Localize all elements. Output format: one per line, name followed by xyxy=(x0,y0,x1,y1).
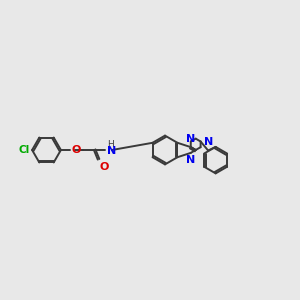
Text: N: N xyxy=(186,155,195,165)
Text: N: N xyxy=(186,134,195,144)
Text: N: N xyxy=(204,136,213,146)
Text: H: H xyxy=(107,140,113,149)
Text: Cl: Cl xyxy=(19,145,30,155)
Text: N: N xyxy=(107,146,116,156)
Text: O: O xyxy=(72,145,81,155)
Text: O: O xyxy=(99,162,108,172)
